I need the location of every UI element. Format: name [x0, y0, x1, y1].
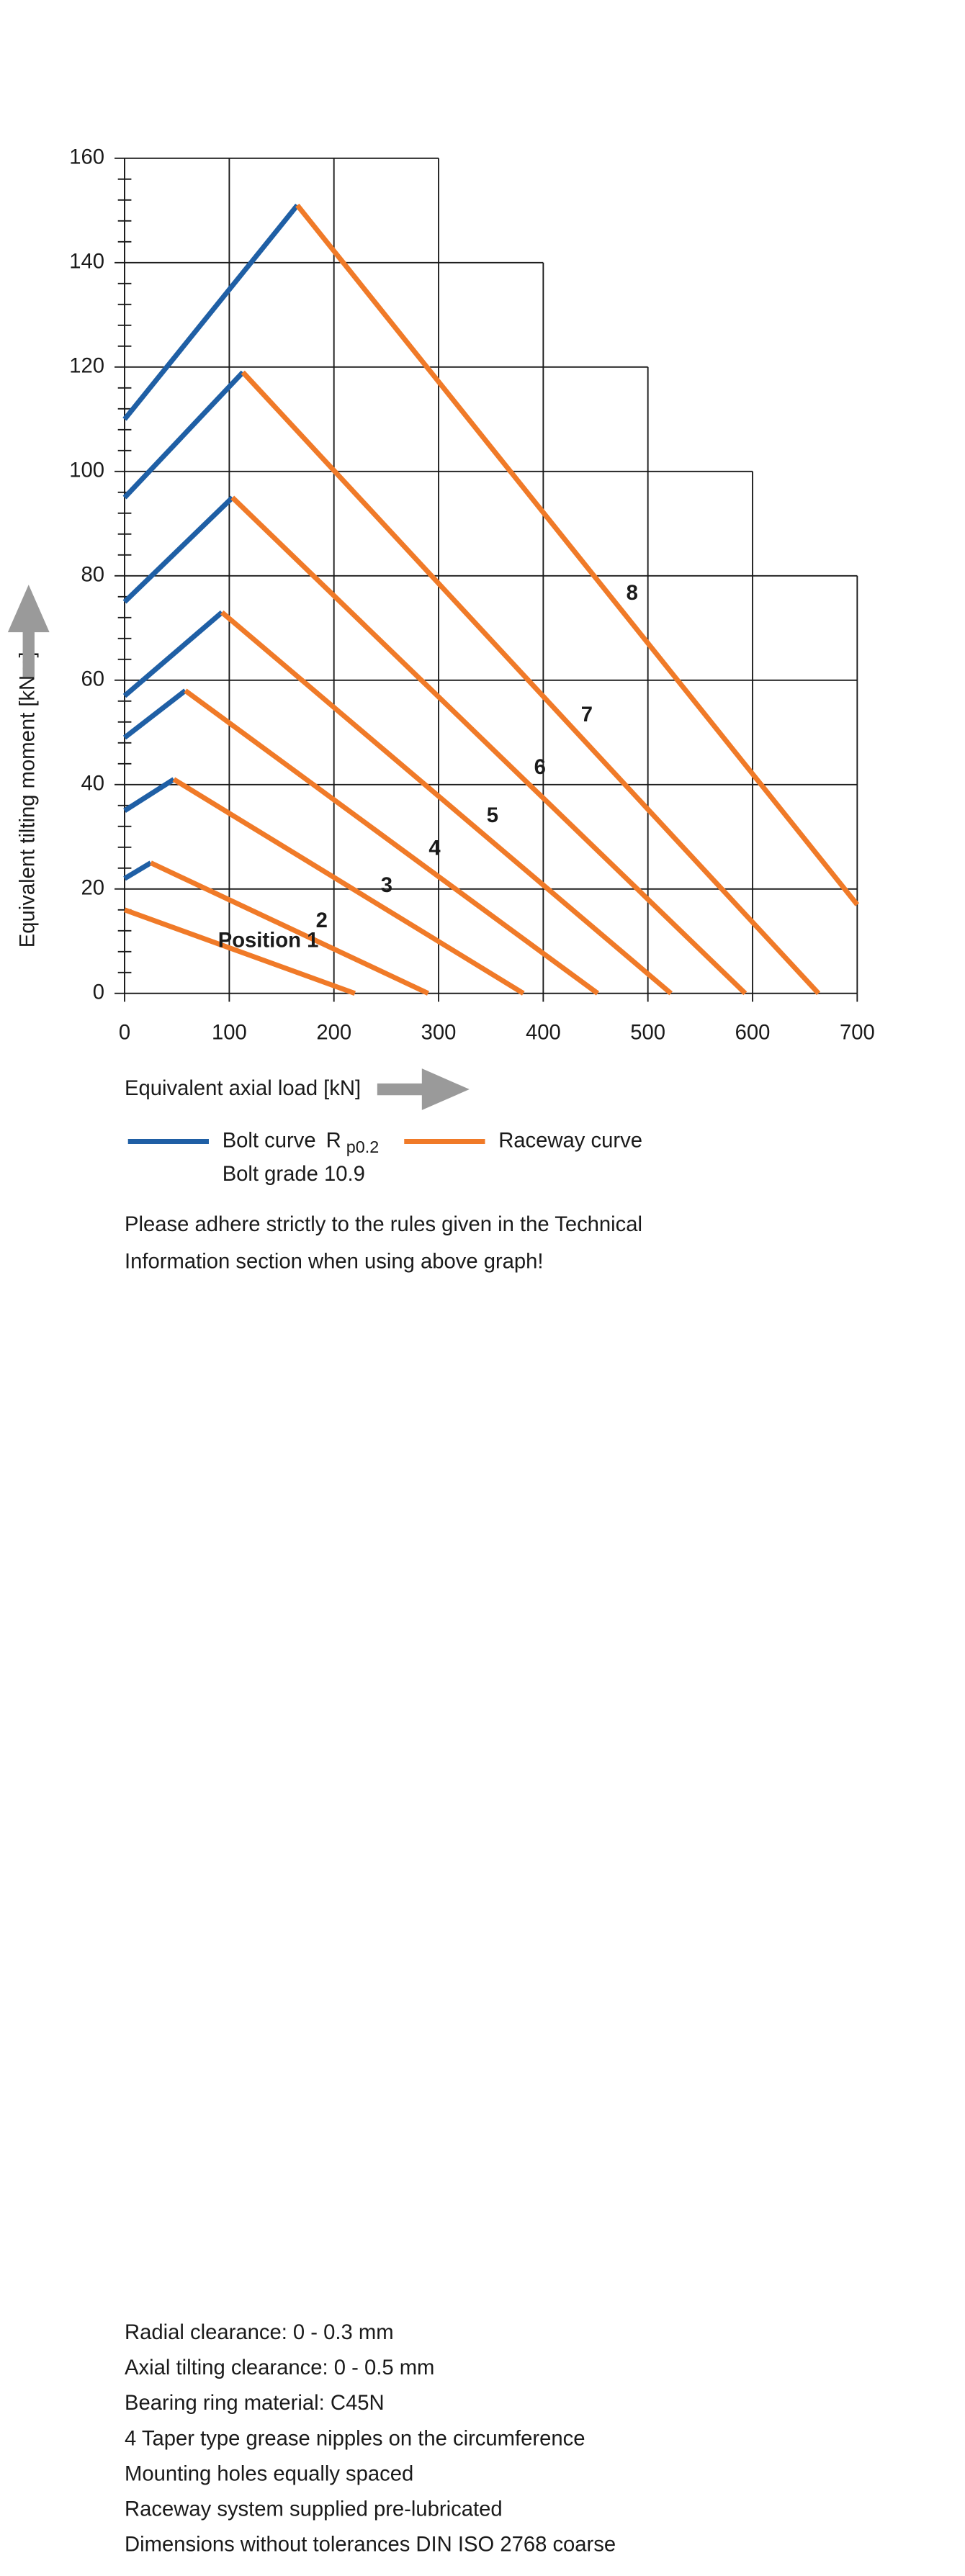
x-tick-label: 500: [630, 1022, 665, 1045]
curve-line: [123, 777, 176, 813]
curve-line: [220, 610, 673, 996]
y-tick-label: 60: [81, 667, 104, 690]
legend-symbol: R: [326, 1129, 341, 1152]
note-line: Information section when using above gra…: [125, 1251, 544, 1274]
legend-subscript: p0.2: [346, 1138, 380, 1156]
spec-line: Mounting holes equally spaced: [125, 2462, 413, 2485]
curve-line: [123, 860, 153, 881]
y-tick-label: 160: [69, 146, 104, 169]
x-tick-label: 600: [735, 1022, 771, 1045]
y-tick-label: 0: [93, 981, 104, 1004]
x-tick-label: 100: [212, 1022, 247, 1045]
curve-line: [295, 203, 860, 906]
legend-label: Raceway curve: [498, 1129, 642, 1152]
y-tick-label: 20: [81, 876, 104, 899]
x-axis-arrow: [377, 1068, 470, 1110]
spec-line: Radial clearance: 0 - 0.3 mm: [125, 2321, 394, 2344]
curve-line: [123, 907, 356, 996]
x-tick-label: 700: [840, 1022, 875, 1045]
position-label: 5: [487, 804, 498, 827]
x-axis-label: Equivalent axial load [kN]: [125, 1077, 361, 1100]
spec-line: Dimensions without tolerances DIN ISO 27…: [125, 2534, 616, 2557]
curve-line: [184, 688, 600, 996]
position-label: Position 1: [218, 929, 319, 952]
y-tick-label: 120: [69, 355, 104, 378]
y-axis-arrow: [7, 585, 50, 677]
curve-line: [122, 495, 235, 604]
note-line: Please adhere strictly to the rules give…: [125, 1213, 642, 1236]
curve-line: [149, 860, 429, 996]
x-tick-label: 0: [119, 1022, 130, 1045]
legend-name: Bolt curve: [223, 1129, 316, 1152]
y-tick-label: 40: [81, 772, 104, 795]
curve-line: [122, 370, 245, 500]
spec-line: Axial tilting clearance: 0 - 0.5 mm: [125, 2356, 434, 2379]
curve-line: [122, 610, 224, 698]
position-label: 3: [381, 874, 392, 897]
spec-line: Bearing ring material: C45N: [125, 2392, 385, 2415]
y-tick-label: 80: [81, 564, 104, 587]
legend-note: Bolt grade 10.9: [223, 1163, 365, 1186]
curve-line: [230, 495, 748, 996]
spec-line: Raceway system supplied pre-lubricated: [125, 2498, 503, 2521]
position-label: 4: [428, 837, 441, 860]
curve-line: [122, 688, 187, 740]
position-label: 8: [627, 582, 638, 605]
x-tick-label: 200: [316, 1022, 351, 1045]
position-label: 7: [581, 703, 593, 726]
x-tick-label: 400: [526, 1022, 561, 1045]
spec-line: 4 Taper type grease nipples on the circu…: [125, 2427, 585, 2450]
curve-line: [122, 203, 300, 421]
curve-line: [172, 777, 525, 996]
curve-line: [241, 370, 821, 996]
position-label: 6: [534, 756, 546, 779]
y-tick-label: 100: [69, 459, 104, 482]
position-label: 2: [316, 909, 328, 932]
x-tick-label: 300: [421, 1022, 457, 1045]
y-tick-label: 140: [69, 251, 104, 274]
y-axis-label: Equivalent tilting moment [kNm]: [16, 652, 39, 947]
